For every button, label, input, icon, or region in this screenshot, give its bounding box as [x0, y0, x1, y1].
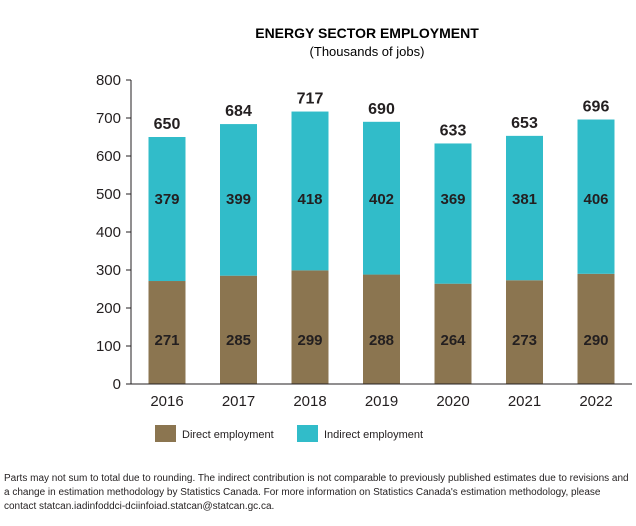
bar-direct-2019: [363, 274, 400, 384]
label-total-2019: 690: [368, 101, 395, 118]
bar-indirect-2017: [220, 124, 257, 276]
label-indirect-2022: 406: [583, 191, 608, 208]
label-total-2017: 684: [225, 103, 252, 120]
bar-indirect-2019: [363, 121, 400, 275]
legend-swatch-indirect: [297, 425, 318, 442]
bar-direct-2021: [506, 280, 543, 384]
label-indirect-2016: 379: [154, 191, 179, 208]
bar-direct-2016: [148, 281, 186, 384]
label-direct-2022: 290: [583, 332, 608, 349]
x-tick-label-2018: 2018: [293, 393, 326, 410]
bars: 271 379 650 285 399 684 299 418 717 288 402 690 264 3…: [148, 91, 615, 384]
label-direct-2016: 271: [154, 332, 179, 349]
y-tick-label: 600: [96, 148, 121, 165]
x-tick-label-2016: 2016: [150, 393, 183, 410]
label-direct-2020: 264: [440, 332, 466, 349]
y-tick-label: 0: [113, 376, 121, 393]
label-direct-2021: 273: [512, 332, 537, 349]
bar-direct-2020: [434, 283, 472, 384]
chart-subtitle: (Thousands of jobs): [310, 44, 425, 59]
label-direct-2017: 285: [226, 332, 251, 349]
x-tick-label-2020: 2020: [436, 393, 469, 410]
bar-indirect-2018: [291, 111, 329, 271]
bar-indirect-2022: [577, 119, 615, 274]
label-direct-2019: 288: [369, 332, 394, 349]
label-total-2018: 717: [297, 91, 324, 108]
label-indirect-2021: 381: [512, 191, 537, 208]
y-tick-label: 100: [96, 338, 121, 355]
bar-direct-2018: [291, 270, 329, 384]
y-tick-label: 200: [96, 300, 121, 317]
x-tick-label-2017: 2017: [222, 393, 255, 410]
y-tick-label: 500: [96, 186, 121, 203]
label-total-2020: 633: [440, 122, 467, 139]
label-direct-2018: 299: [297, 332, 322, 349]
bar-direct-2017: [220, 275, 257, 384]
label-total-2021: 653: [511, 115, 538, 132]
footnote: Parts may not sum to total due to roundi…: [4, 473, 629, 512]
y-tick-label: 400: [96, 224, 121, 241]
label-total-2016: 650: [154, 116, 181, 133]
label-indirect-2018: 418: [297, 191, 322, 208]
y-tick-label: 300: [96, 262, 121, 279]
legend-swatch-direct: [155, 425, 176, 442]
legend: Direct employment Indirect employment: [155, 425, 423, 442]
bar-indirect-2021: [506, 135, 543, 281]
label-indirect-2017: 399: [226, 191, 251, 208]
label-total-2022: 696: [583, 99, 610, 116]
y-axis: 0 100 200 300 400 500 600 700 800: [96, 72, 132, 393]
legend-label-direct: Direct employment: [182, 429, 274, 441]
bar-direct-2022: [577, 273, 615, 384]
y-tick-label: 700: [96, 110, 121, 127]
bar-indirect-2020: [434, 143, 472, 284]
y-tick-label: 800: [96, 72, 121, 89]
x-tick-label-2021: 2021: [508, 393, 541, 410]
x-axis: 2016 2017 2018 2019 2020 2021 2022: [131, 383, 632, 410]
legend-label-indirect: Indirect employment: [324, 429, 423, 441]
label-indirect-2019: 402: [369, 191, 394, 208]
x-tick-label-2019: 2019: [365, 393, 398, 410]
bar-indirect-2016: [148, 137, 186, 282]
label-indirect-2020: 369: [440, 191, 465, 208]
x-tick-label-2022: 2022: [579, 393, 612, 410]
chart-title: ENERGY SECTOR EMPLOYMENT: [255, 25, 479, 41]
